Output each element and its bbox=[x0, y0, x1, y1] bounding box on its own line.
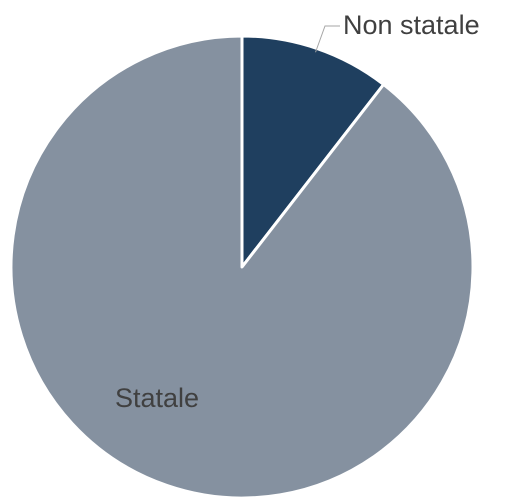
slice-label-non-statale: Non statale bbox=[343, 10, 480, 40]
slices-layer bbox=[9, 34, 475, 500]
pie-slice-statale bbox=[9, 34, 475, 500]
labels-layer: Non statale Statale bbox=[115, 10, 480, 413]
leader-line-non-statale bbox=[315, 25, 340, 53]
slice-label-statale: Statale bbox=[115, 383, 199, 413]
